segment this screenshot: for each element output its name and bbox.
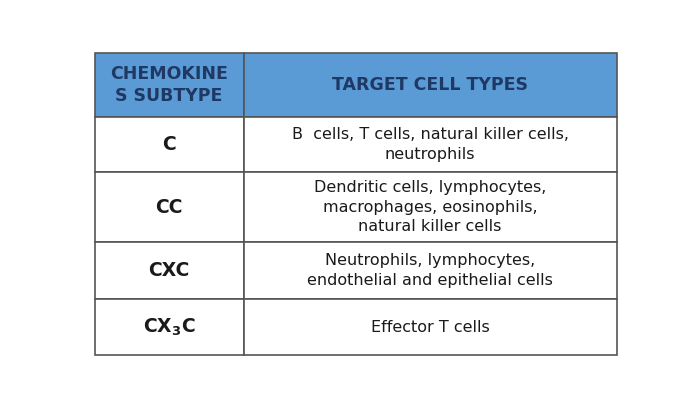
Bar: [244, 172, 616, 242]
Text: Dendritic cells, lymphocytes,
macrophages, eosinophils,
natural killer cells: Dendritic cells, lymphocytes, macrophage…: [314, 180, 546, 234]
Text: CXC: CXC: [149, 261, 190, 280]
Text: CHEMOKINE
S SUBTYPE: CHEMOKINE S SUBTYPE: [110, 65, 228, 105]
Bar: [95, 117, 244, 172]
Text: Effector T cells: Effector T cells: [371, 320, 489, 335]
Bar: [244, 242, 616, 299]
Text: CC: CC: [155, 198, 183, 217]
Bar: [95, 172, 244, 242]
Bar: [244, 117, 616, 172]
Text: C: C: [162, 135, 176, 154]
Text: $\mathbf{CX_3C}$: $\mathbf{CX_3C}$: [143, 316, 196, 338]
Text: Neutrophils, lymphocytes,
endothelial and epithelial cells: Neutrophils, lymphocytes, endothelial an…: [307, 253, 553, 288]
Bar: [95, 242, 244, 299]
Bar: [244, 53, 616, 117]
Bar: [244, 299, 616, 355]
Bar: [95, 53, 244, 117]
Text: B  cells, T cells, natural killer cells,
neutrophils: B cells, T cells, natural killer cells, …: [291, 127, 568, 162]
Bar: [95, 299, 244, 355]
Text: TARGET CELL TYPES: TARGET CELL TYPES: [332, 76, 528, 94]
